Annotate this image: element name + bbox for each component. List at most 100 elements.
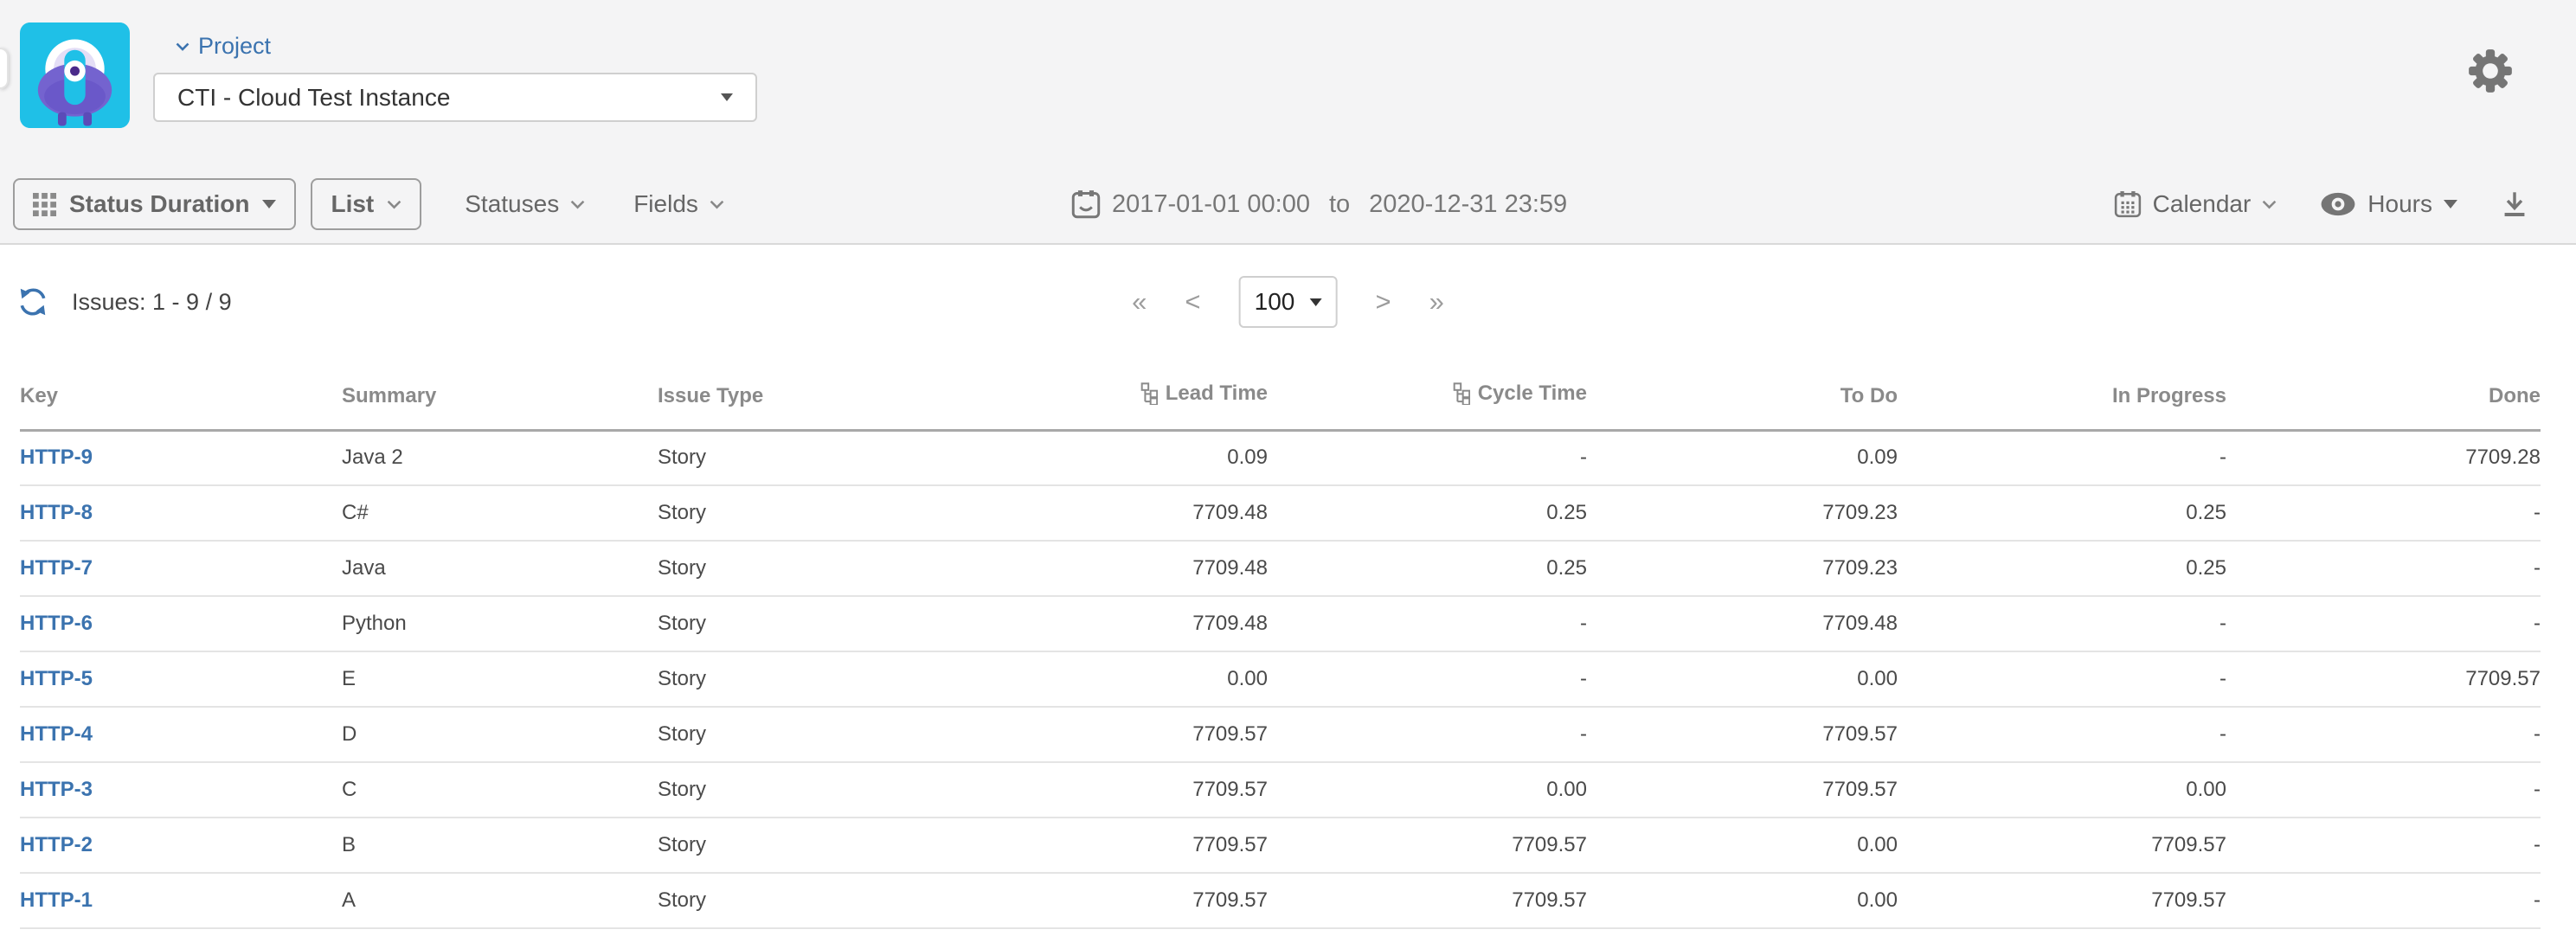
summary-cell: Python [342, 596, 658, 652]
issue-type-cell: Story [658, 651, 939, 708]
cycle-time-cell: 0.25 [1268, 485, 1587, 542]
export-download-button[interactable] [2501, 190, 2528, 218]
app-header: Project CTI - Cloud Test Instance [0, 0, 2576, 245]
page-size-select[interactable]: 100 [1238, 276, 1338, 328]
issue-key-link[interactable]: HTTP-7 [20, 556, 93, 580]
issue-key-link[interactable]: HTTP-2 [20, 833, 93, 856]
table-row: HTTP-3 C Story 7709.57 0.00 7709.57 0.00- [20, 762, 2541, 818]
first-page-button[interactable]: « [1132, 286, 1147, 317]
in-progress-cell: - [1898, 651, 2226, 708]
chevron-down-icon [387, 200, 401, 208]
column-header-issue-type[interactable]: Issue Type [658, 364, 939, 432]
calendar-mode-menu[interactable]: Calendar [2114, 190, 2277, 218]
next-page-button[interactable]: > [1375, 286, 1391, 317]
table-row: HTTP-4 D Story 7709.57-7709.57- - [20, 707, 2541, 763]
column-header-to-do[interactable]: To Do [1587, 364, 1898, 432]
units-menu[interactable]: Hours [2320, 190, 2457, 218]
key-cell: HTTP-6 [20, 596, 342, 652]
lead-time-cell: 7709.57 [939, 762, 1268, 818]
project-selector-area: Project CTI - Cloud Test Instance [153, 33, 757, 122]
gear-icon [2469, 49, 2512, 93]
project-section-toggle[interactable]: Project [176, 33, 757, 60]
grid-icon [33, 192, 56, 216]
pagination: « < 100 > » [1132, 276, 1444, 328]
sidebar-collapse-handle[interactable] [0, 48, 9, 89]
table-row: HTTP-8 C# Story 7709.48 0.25 7709.23 0.25- [20, 485, 2541, 542]
to-do-cell: 0.09 [1587, 430, 1898, 486]
issue-key-link[interactable]: HTTP-6 [20, 612, 93, 635]
date-from: 2017-01-01 00:00 [1112, 189, 1310, 218]
column-header-done[interactable]: Done [2226, 364, 2541, 432]
lead-time-cell: 7709.48 [939, 596, 1268, 652]
lead-time-cell: 7709.48 [939, 485, 1268, 542]
summary-cell: Java [342, 541, 658, 597]
hierarchy-icon [1453, 382, 1470, 406]
statuses-menu[interactable]: Statuses [465, 190, 585, 218]
project-select[interactable]: CTI - Cloud Test Instance [153, 73, 757, 122]
issue-key-link[interactable]: HTTP-1 [20, 888, 93, 912]
chevron-down-icon [570, 200, 585, 208]
date-separator: to [1328, 189, 1351, 218]
monster-logo-icon [22, 22, 128, 128]
summary-cell: B [342, 818, 658, 874]
view-mode-label: List [331, 190, 375, 217]
issue-type-cell: Story [658, 541, 939, 597]
calendar-grid-icon [2114, 191, 2141, 218]
to-do-cell: 0.00 [1587, 818, 1898, 874]
done-cell: - [2226, 541, 2541, 597]
key-cell: HTTP-2 [20, 818, 342, 874]
issue-key-link[interactable]: HTTP-4 [20, 722, 93, 746]
settings-gear-button[interactable] [2465, 46, 2515, 96]
summary-cell: Java 2 [342, 430, 658, 486]
lead-time-cell: 7709.57 [939, 818, 1268, 874]
table-header-row: Key Summary Issue Type Lead [20, 364, 2541, 432]
in-progress-cell: 0.25 [1898, 485, 2226, 542]
table-row: HTTP-2 B Story 7709.57 7709.57 0.00 7709.57- [20, 818, 2541, 874]
chevron-down-icon [176, 42, 190, 51]
issue-key-link[interactable]: HTTP-9 [20, 446, 93, 470]
select-caret-icon [1309, 298, 1322, 306]
to-do-cell: 7709.23 [1587, 541, 1898, 597]
key-cell: HTTP-1 [20, 873, 342, 929]
last-page-button[interactable]: » [1429, 286, 1444, 317]
caret-down-icon [262, 200, 277, 208]
key-cell: HTTP-8 [20, 485, 342, 542]
fields-menu[interactable]: Fields [633, 190, 724, 218]
select-caret-icon [721, 93, 733, 101]
prev-page-button[interactable]: < [1185, 286, 1201, 317]
page-size-value: 100 [1254, 288, 1295, 315]
issue-type-cell: Story [658, 596, 939, 652]
issue-key-link[interactable]: HTTP-8 [20, 501, 93, 524]
cycle-time-cell: 0.25 [1268, 541, 1587, 597]
in-progress-cell: 0.00 [1898, 762, 2226, 818]
column-header-in-progress[interactable]: In Progress [1898, 364, 2226, 432]
key-cell: HTTP-5 [20, 651, 342, 708]
column-header-key[interactable]: Key [20, 364, 342, 432]
done-cell: - [2226, 485, 2541, 542]
date-range-picker[interactable]: 2017-01-01 00:00 to 2020-12-31 23:59 [1071, 189, 1567, 219]
report-type-button[interactable]: Status Duration [13, 178, 297, 230]
in-progress-cell: - [1898, 596, 2226, 652]
refresh-icon [20, 288, 46, 316]
issue-type-cell: Story [658, 707, 939, 763]
lead-time-cell: 7709.57 [939, 873, 1268, 929]
issue-key-link[interactable]: HTTP-5 [20, 667, 93, 690]
column-header-lead-time[interactable]: Lead Time [939, 364, 1268, 432]
refresh-button[interactable] [16, 285, 49, 318]
to-do-cell: 7709.57 [1587, 762, 1898, 818]
column-header-cycle-time[interactable]: Cycle Time [1268, 364, 1587, 432]
lead-time-cell: 0.09 [939, 430, 1268, 486]
cycle-time-cell: - [1268, 651, 1587, 708]
issue-key-link[interactable]: HTTP-3 [20, 778, 93, 801]
eye-icon [2321, 192, 2355, 216]
key-cell: HTTP-7 [20, 541, 342, 597]
in-progress-cell: 0.25 [1898, 541, 2226, 597]
column-header-summary[interactable]: Summary [342, 364, 658, 432]
view-mode-button[interactable]: List [311, 178, 422, 230]
summary-cell: D [342, 707, 658, 763]
table-row: HTTP-7 Java Story 7709.48 0.25 7709.23 0.25- [20, 541, 2541, 597]
lead-time-cell: 0.00 [939, 651, 1268, 708]
issues-table-container: Key Summary Issue Type Lead [20, 364, 2541, 929]
to-do-cell: 7709.48 [1587, 596, 1898, 652]
in-progress-cell: - [1898, 707, 2226, 763]
